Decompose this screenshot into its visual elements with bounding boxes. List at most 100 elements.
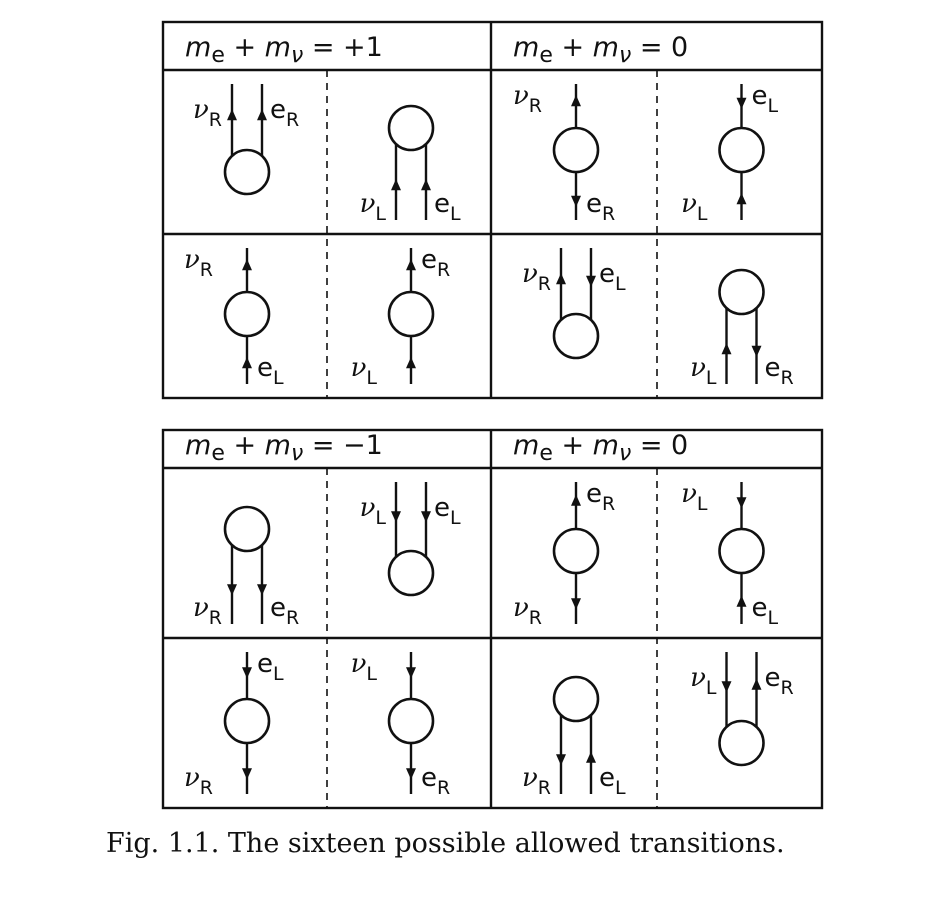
vertex-circle	[552, 126, 600, 174]
particle-label: eR	[586, 189, 615, 225]
particle-label: eL	[257, 353, 284, 389]
arrowhead	[391, 179, 401, 191]
arrowhead	[736, 97, 747, 109]
arrowhead	[556, 754, 566, 766]
transition-cell: νL eR	[690, 268, 794, 389]
arrowhead	[721, 343, 732, 355]
particle-label: eR	[270, 95, 299, 131]
arrowhead	[571, 598, 581, 610]
particle-label: νL	[351, 353, 378, 389]
particle-label: νR	[184, 763, 213, 799]
transition-cell: νL eR	[690, 652, 794, 767]
particle-label: eR	[586, 479, 615, 515]
particle-label: νL	[681, 479, 708, 515]
transition-cell: νR eR	[513, 81, 615, 225]
transition-cell: νR eR	[193, 505, 299, 629]
vertex-circle	[223, 290, 271, 338]
arrowhead	[586, 275, 596, 287]
vertex-circle	[387, 104, 435, 152]
arrowhead	[406, 259, 416, 271]
particle-label: eR	[270, 593, 299, 629]
transition-cell: νL eR	[351, 649, 451, 799]
transition-cell: νR eL	[522, 248, 626, 360]
transition-cell: eR νL	[351, 245, 451, 389]
arrowhead	[736, 497, 747, 509]
vertex-circle	[387, 697, 435, 745]
arrowhead	[406, 768, 416, 780]
arrowhead	[751, 678, 762, 690]
vertex-circle	[718, 527, 765, 575]
quantum-number-header: me + mν = 0	[513, 430, 688, 466]
arrowhead	[406, 357, 416, 369]
transition-panel: me + mν = −1 me + mν = 0	[161, 428, 824, 810]
transition-cell: νL eL	[360, 482, 461, 597]
vertex-circle	[223, 505, 271, 553]
arrowhead	[406, 667, 416, 679]
arrowhead	[736, 193, 747, 205]
particle-label: νR	[522, 259, 551, 295]
vertex-circle	[718, 719, 765, 767]
particle-label: νR	[193, 95, 222, 131]
arrowhead	[586, 751, 596, 763]
arrowhead	[721, 681, 732, 693]
vertex-circle	[718, 268, 765, 316]
transition-cell: νL eL	[360, 104, 461, 225]
particle-label: eL	[434, 189, 461, 225]
figure-caption: Fig. 1.1. The sixteen possible allowed t…	[106, 828, 785, 859]
arrowhead	[257, 109, 267, 121]
particle-label: νR	[184, 245, 213, 281]
arrowhead	[571, 494, 581, 506]
vertex-circle	[552, 312, 600, 360]
vertex-circle	[718, 126, 765, 174]
arrowhead	[571, 195, 581, 207]
arrowhead	[242, 259, 252, 271]
particle-label: eL	[599, 259, 626, 295]
particle-label: eR	[765, 353, 794, 389]
transition-panel: me + mν = +1 me + mν = 0	[161, 20, 824, 400]
arrowhead	[242, 667, 252, 679]
particle-label: νL	[360, 493, 387, 529]
vertex-circle	[552, 675, 600, 723]
particle-label: eL	[752, 593, 779, 629]
particle-label: νR	[513, 81, 542, 117]
particle-label: νL	[690, 663, 717, 699]
arrowhead	[556, 273, 566, 285]
particle-label: νR	[513, 593, 542, 629]
vertex-circle	[387, 290, 435, 338]
quantum-number-header: me + mν = −1	[185, 430, 383, 466]
arrowhead	[257, 584, 267, 596]
particle-label: eR	[421, 245, 450, 281]
arrowhead	[751, 345, 762, 357]
transition-cell: νR eL	[522, 675, 626, 799]
panel-border	[161, 20, 824, 400]
particle-label: νL	[351, 649, 378, 685]
quantum-number-header: me + mν = 0	[513, 32, 688, 68]
particle-label: νR	[193, 593, 222, 629]
arrowhead	[736, 595, 747, 607]
particle-label: νL	[690, 353, 717, 389]
vertex-circle	[223, 148, 271, 196]
particle-label: νR	[522, 763, 551, 799]
arrowhead	[227, 584, 237, 596]
arrowhead	[391, 511, 401, 523]
quantum-number-header: me + mν = +1	[185, 32, 383, 68]
transition-cell: νL eL	[681, 479, 778, 629]
arrowhead	[571, 95, 581, 107]
particle-label: eL	[752, 81, 779, 117]
transition-cell: eR νR	[513, 479, 615, 629]
particle-label: eL	[257, 649, 284, 685]
transition-cell: eL νL	[681, 81, 778, 225]
transition-cell: νR eR	[193, 84, 299, 196]
arrowhead	[227, 109, 237, 121]
panel-border	[161, 428, 824, 810]
particle-label: eL	[599, 763, 626, 799]
arrowhead	[421, 179, 431, 191]
vertex-circle	[223, 697, 271, 745]
vertex-circle	[552, 527, 600, 575]
arrowhead	[421, 511, 431, 523]
particle-label: νL	[360, 189, 387, 225]
arrowhead	[242, 357, 252, 369]
transition-cell: eL νR	[184, 649, 284, 799]
transition-cell: νR eL	[184, 245, 284, 389]
